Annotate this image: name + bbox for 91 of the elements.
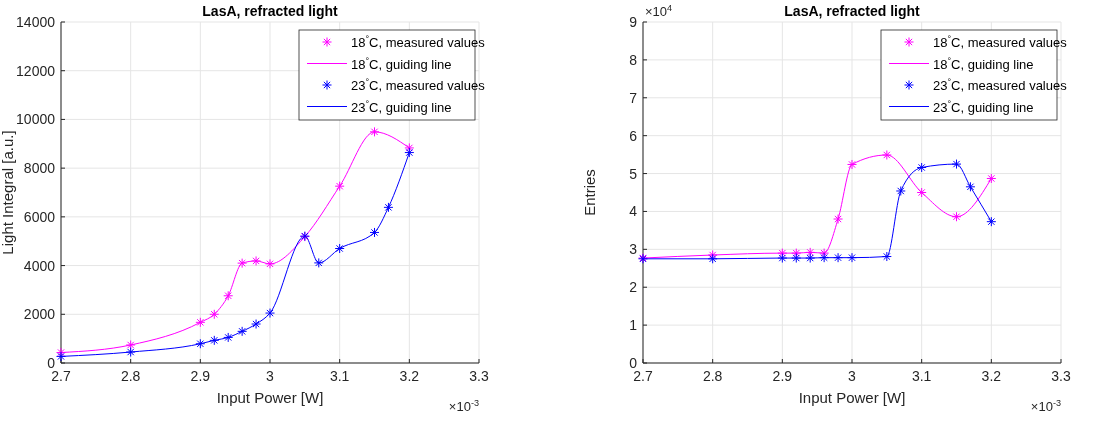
point <box>251 319 262 330</box>
x-tick-label: 3 <box>266 368 275 384</box>
legend-label: 23$^{°}$C, guiding line <box>933 98 1034 115</box>
y-tick-label: 8 <box>629 51 638 68</box>
point <box>265 258 275 269</box>
y-tick-label: 0 <box>47 355 56 371</box>
point <box>986 173 997 184</box>
point <box>951 159 962 170</box>
point <box>195 338 206 349</box>
point <box>805 247 816 258</box>
point <box>965 181 976 192</box>
point <box>56 351 66 362</box>
point <box>223 332 234 343</box>
point <box>916 187 927 198</box>
legend-label: 18$^{°}$C, measured values <box>351 34 486 50</box>
legend-label: 18$^{°}$C, guiding line <box>351 55 452 72</box>
legend-label: 23$^{°}$C, measured values <box>933 77 1068 93</box>
y-tick-label: 12000 <box>16 62 56 79</box>
point <box>777 253 788 264</box>
x-axis-title: Input Power [W] <box>216 389 324 406</box>
y-tick-label: 1 <box>629 317 638 334</box>
point <box>881 149 892 160</box>
point <box>833 214 844 225</box>
x-tick-label: 3.2 <box>399 368 420 384</box>
y-tick-label: 14000 <box>16 14 56 30</box>
x-tick-label: 2.9 <box>772 368 793 384</box>
x-tick-label: 3.1 <box>911 368 932 384</box>
y-tick-label: 10000 <box>16 111 56 128</box>
x-tick-label: 3.2 <box>981 368 1002 384</box>
text: ×10$^{-3}$ <box>1030 398 1061 414</box>
x-tick-label: 2.8 <box>120 368 141 384</box>
point <box>237 258 248 269</box>
point <box>916 162 927 173</box>
y-tick-label: 9 <box>629 14 638 30</box>
y-tick-label: 3 <box>629 241 638 258</box>
legend-label: 23$^{°}$C, guiding line <box>351 98 452 115</box>
point <box>223 290 234 301</box>
x-tick-label: 2.9 <box>190 368 211 384</box>
point <box>334 181 345 192</box>
point <box>833 252 844 263</box>
point <box>125 339 136 350</box>
point <box>265 308 275 319</box>
point <box>237 326 248 337</box>
point <box>313 257 324 268</box>
point <box>369 126 380 137</box>
point <box>895 185 906 196</box>
chart-title: LasA, refracted light <box>202 3 339 19</box>
point <box>819 252 830 263</box>
y-tick-label: 7 <box>629 89 638 106</box>
point <box>404 142 415 153</box>
x-tick-label: 3.3 <box>469 368 489 384</box>
point <box>209 309 220 320</box>
point <box>251 255 262 266</box>
text: ×10$^{4}$ <box>645 3 673 19</box>
x-tick-label: 2.7 <box>51 368 71 384</box>
x-tick-label: 2.8 <box>702 368 723 384</box>
legend-label: 18$^{°}$C, guiding line <box>933 55 1034 72</box>
legend-label: 18$^{°}$C, measured values <box>933 34 1068 50</box>
y-tick-label: 0 <box>629 355 638 371</box>
x-axis-title: Input Power [W] <box>798 389 906 406</box>
point <box>369 227 380 238</box>
y-tick-label: 4 <box>629 203 638 220</box>
y-tick-label: 4000 <box>23 257 56 274</box>
x-tick-label: 3.1 <box>329 368 350 384</box>
point <box>847 252 857 263</box>
point <box>986 216 997 227</box>
x-tick-label: 2.7 <box>633 368 653 384</box>
x-tick-label: 3 <box>848 368 857 384</box>
point <box>881 251 892 262</box>
point <box>847 159 857 170</box>
y-tick-label: 2000 <box>23 306 56 323</box>
point <box>951 211 962 222</box>
point <box>383 202 394 213</box>
point <box>125 347 136 358</box>
y-axis-title: Entries <box>581 169 598 216</box>
y-tick-label: 6000 <box>23 208 56 225</box>
point <box>791 253 802 264</box>
y-tick-label: 2 <box>629 279 638 296</box>
y-tick-label: 6 <box>629 127 638 144</box>
y-tick-label: 8000 <box>23 160 56 177</box>
point <box>334 243 345 254</box>
x-tick-label: 3.3 <box>1051 368 1071 384</box>
chart-title: LasA, refracted light <box>784 3 921 19</box>
point <box>195 317 206 328</box>
y-tick-label: 5 <box>629 165 638 182</box>
point <box>209 335 220 346</box>
y-axis-title: Light Integral [a.u.] <box>0 130 16 255</box>
point <box>404 147 415 158</box>
point <box>805 253 816 264</box>
legend-label: 23$^{°}$C, measured values <box>351 77 486 93</box>
text: ×10$^{-3}$ <box>448 398 479 414</box>
